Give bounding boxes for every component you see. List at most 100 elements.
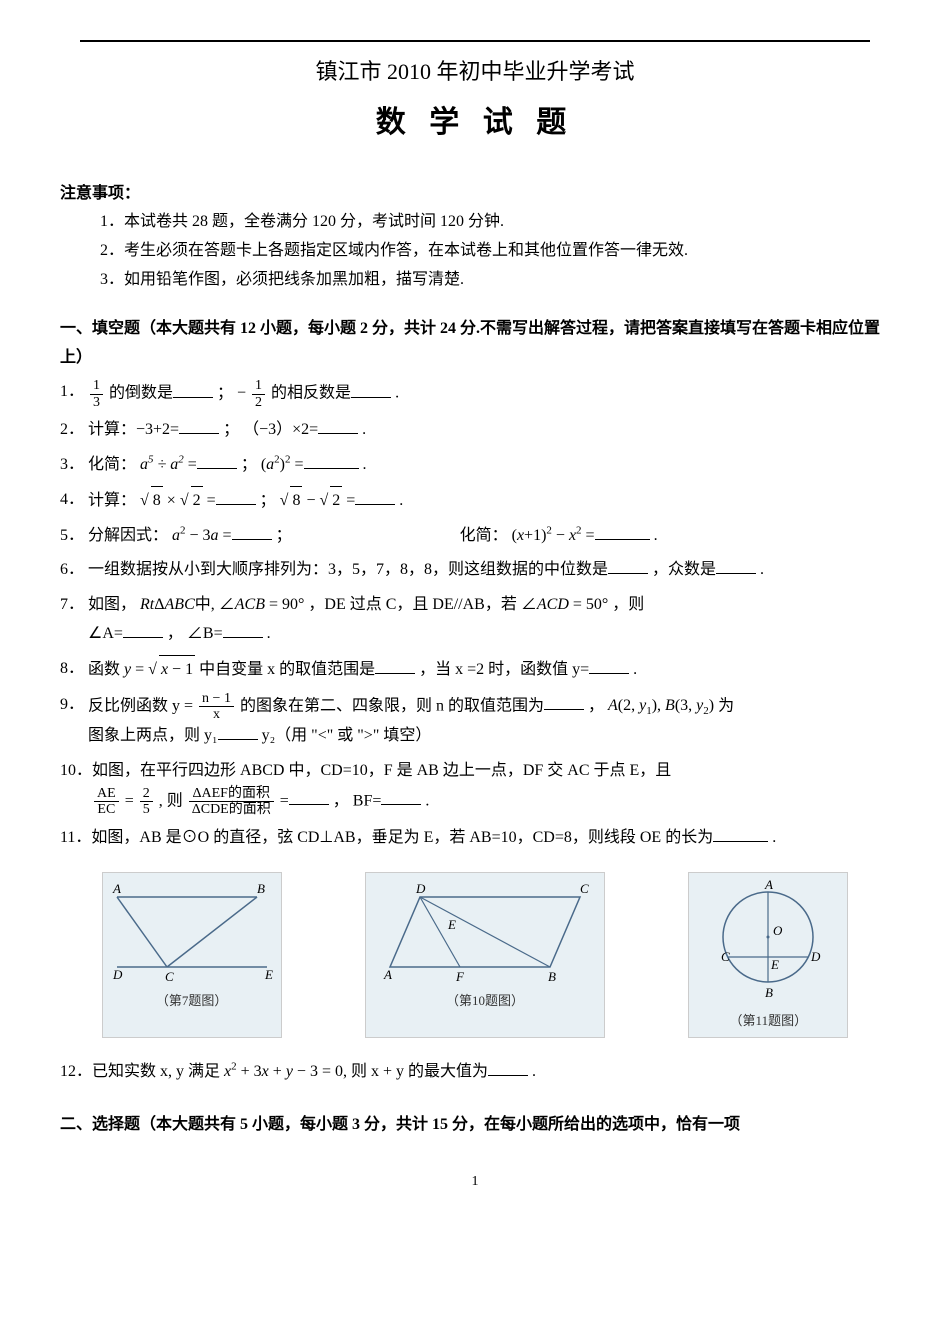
q7-line2b: ， ∠B= <box>167 625 223 642</box>
q6-t2: ，众数是 <box>652 561 716 578</box>
q12-t1: 已知实数 x, y 满足 <box>92 1063 224 1080</box>
q4-sqrt8b: 8 <box>290 486 302 516</box>
q8-t3: ，当 x =2 时，函数值 y= <box>419 661 589 678</box>
q9-t1: 反比例函数 <box>88 697 172 714</box>
q11-text: 如图，AB 是⊙O 的直径，弦 CD⊥AB，垂足为 E，若 AB=10，CD=8… <box>91 829 713 846</box>
q1-t3: 的相反数是 <box>271 385 351 402</box>
q12-expr: x2 + 3x + y − 3 = 0, <box>224 1063 347 1080</box>
q7-t1: 如图， <box>88 596 136 613</box>
q1-t2: ； − <box>217 385 250 402</box>
q3-expr1: a5 ÷ a2 <box>140 456 184 473</box>
q4-num: 4． <box>60 486 88 516</box>
figure-7-caption: （第7题图） <box>107 989 277 1012</box>
q7-num: 7． <box>60 591 88 649</box>
q1-num: 1． <box>60 378 88 410</box>
q11-t2: . <box>772 829 776 846</box>
figure-7: A B D C E （第7题图） <box>102 872 282 1037</box>
q10-frac3: ΔAEF的面积ΔCDE的面积 <box>189 786 274 818</box>
q4-sqrt2a: 2 <box>191 486 203 516</box>
q4-sqrt2b: 2 <box>330 486 342 516</box>
svg-text:C: C <box>580 881 589 896</box>
svg-text:C: C <box>721 949 730 964</box>
question-3: 3． 化简： a5 ÷ a2 = ； (a2)2 = . <box>60 451 890 480</box>
svg-text:C: C <box>165 969 174 984</box>
q8-t4: . <box>633 661 637 678</box>
question-1: 1． 13 的倒数是 ； − 12 的相反数是 . <box>60 378 890 410</box>
q6-t3: . <box>760 561 764 578</box>
blank <box>232 523 272 540</box>
header-rule <box>80 40 870 42</box>
blank <box>716 557 756 574</box>
q9-t3: ， <box>588 697 604 714</box>
notice-item-3: 3．如用铅笔作图，必须把线条加黑加粗，描写清楚. <box>100 266 890 295</box>
q7-t2: ，DE 过点 C，且 DE//AB，若 <box>308 596 520 613</box>
svg-text:E: E <box>447 917 456 932</box>
blank <box>216 488 256 505</box>
q12-num: 12． <box>60 1058 92 1087</box>
figure-11-caption: （第11题图） <box>693 1009 843 1032</box>
notice-item-1: 1．本试卷共 28 题，全卷满分 120 分，考试时间 120 分钟. <box>100 208 890 237</box>
question-2: 2． 计算：−3+2= ； （−3）×2= . <box>60 416 890 445</box>
q4-t1: 计算： <box>88 492 136 509</box>
q6-num: 6． <box>60 556 88 585</box>
question-6: 6． 一组数据按从小到大顺序排列为：3，5，7，8，8，则这组数据的中位数是 ，… <box>60 556 890 585</box>
q3-t3: ； <box>241 456 261 473</box>
q4-t5: . <box>399 492 403 509</box>
figure-11-svg: A O C D E B <box>693 877 843 1007</box>
q10-t3: ， BF= <box>333 792 382 809</box>
q2-t1: 计算：−3+2= <box>88 421 179 438</box>
q9-t2: 的图象在第二、四象限，则 n 的取值范围为 <box>240 697 544 714</box>
blank <box>197 452 237 469</box>
blank <box>351 381 391 398</box>
blank <box>223 621 263 638</box>
q5-expr1: a2 − 3a <box>172 527 219 544</box>
q3-t2: = <box>188 456 197 473</box>
blank <box>608 557 648 574</box>
blank <box>544 693 584 710</box>
blank <box>589 657 629 674</box>
q7-line2c: . <box>267 625 271 642</box>
q3-expr2: (a2)2 = <box>261 456 304 473</box>
figure-row: A B D C E （第7题图） D C A F B E （第10题图） A O <box>60 872 890 1037</box>
svg-text:A: A <box>383 967 392 982</box>
q10-mid2: , 则 <box>159 792 187 809</box>
q9-fracpre: y = <box>172 697 197 714</box>
blank <box>713 825 768 842</box>
q9-t4: 为 <box>718 697 734 714</box>
blank <box>488 1059 528 1076</box>
blank <box>304 452 359 469</box>
q9-expr2: A(2, y1), B(3, y2) <box>608 697 714 714</box>
svg-text:D: D <box>415 881 426 896</box>
exam-title-line1: 镇江市 2010 年初中毕业升学考试 <box>60 52 890 92</box>
q7-expr1: RtΔABC中, ∠ACB = 90° <box>140 596 304 613</box>
q5-t3: ； <box>276 527 292 544</box>
question-4: 4． 计算： √8 × √2 = ； √8 − √2 = . <box>60 486 890 516</box>
q8-expr1: y = √x − 1 <box>124 661 195 678</box>
q3-t1: 化简： <box>88 456 136 473</box>
figure-7-svg: A B D C E <box>107 877 277 987</box>
q6-text: 一组数据按从小到大顺序排列为：3，5，7，8，8，则这组数据的中位数是 <box>88 561 608 578</box>
q7-t3: ，则 <box>612 596 644 613</box>
section1-text: 一、填空题（本大题共有 12 小题，每小题 2 分，共计 24 分.不需写出解答… <box>60 320 880 366</box>
exam-title-line2: 数 学 试 题 <box>60 96 890 150</box>
notice-item-2: 2．考生必须在答题卡上各题指定区域内作答，在本试卷上和其他位置作答一律无效. <box>100 237 890 266</box>
q8-t1: 函数 <box>88 661 124 678</box>
q4-t4: = <box>346 492 355 509</box>
q2-t3: . <box>362 421 366 438</box>
figure-10: D C A F B E （第10题图） <box>365 872 605 1037</box>
q7-line2a: ∠A= <box>88 625 123 642</box>
blank <box>218 723 258 740</box>
q9-line2: 图象上两点，则 y₁ <box>88 727 218 744</box>
q9-frac: n − 1x <box>199 691 234 723</box>
q4-sqrt8a: 8 <box>151 486 163 516</box>
blank <box>123 621 163 638</box>
q10-frac1: AEEC <box>94 786 119 818</box>
question-12: 12． 已知实数 x, y 满足 x2 + 3x + y − 3 = 0, 则 … <box>60 1058 890 1087</box>
q5-expr2: (x+1)2 − x2 <box>512 527 582 544</box>
q1-t4: . <box>395 385 399 402</box>
svg-text:B: B <box>257 881 265 896</box>
q7-expr2: ∠ACD = 50° <box>521 596 608 613</box>
q9-line2b: y₂（用 "<" 或 ">" 填空） <box>262 727 432 744</box>
q2-num: 2． <box>60 416 88 445</box>
q10-t1: 如图，在平行四边形 ABCD 中，CD=10，F 是 AB 边上一点，DF 交 … <box>92 762 671 779</box>
